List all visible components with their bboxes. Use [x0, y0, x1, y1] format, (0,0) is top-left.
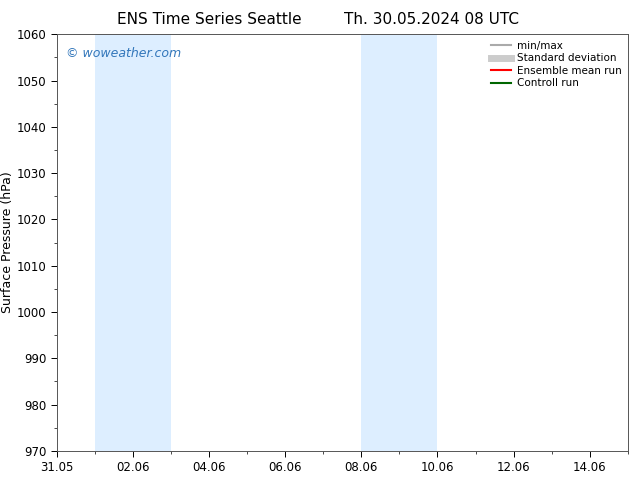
Text: ENS Time Series Seattle: ENS Time Series Seattle [117, 12, 302, 27]
Bar [399, 34, 437, 451]
Text: Th. 30.05.2024 08 UTC: Th. 30.05.2024 08 UTC [344, 12, 519, 27]
Legend: min/max, Standard deviation, Ensemble mean run, Controll run: min/max, Standard deviation, Ensemble me… [486, 36, 626, 93]
Text: © woweather.com: © woweather.com [66, 47, 181, 60]
Y-axis label: Surface Pressure (hPa): Surface Pressure (hPa) [1, 172, 14, 314]
Bar [95, 34, 133, 451]
Bar [361, 34, 399, 451]
Bar [133, 34, 171, 451]
